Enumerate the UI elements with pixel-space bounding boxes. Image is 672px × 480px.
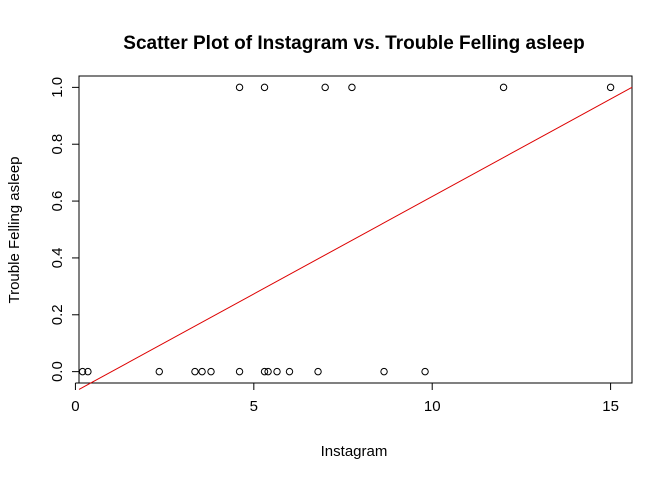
data-point	[191, 367, 199, 376]
data-point	[606, 83, 615, 92]
x-axis-label: Instagram	[321, 443, 388, 460]
data-point	[380, 367, 388, 376]
data-point	[155, 367, 163, 376]
y-tick-label: 1.0	[49, 77, 66, 98]
y-tick-label: 0.2	[49, 304, 66, 325]
data-point	[273, 367, 281, 376]
y-axis: 0.0 0.2 0.4 0.6 0.8 1.0	[49, 77, 80, 382]
data-point	[260, 83, 269, 92]
data-point	[235, 367, 244, 376]
plot-area	[78, 75, 633, 384]
data-point	[321, 83, 329, 92]
data-point	[84, 367, 92, 376]
data-point	[285, 367, 294, 376]
y-axis-label: Trouble Felling asleep	[6, 156, 23, 303]
data-point	[499, 83, 508, 92]
data-point	[264, 367, 272, 376]
y-tick-label: 0.8	[49, 134, 66, 155]
data-point	[207, 367, 215, 376]
x-tick-label: 0	[71, 398, 79, 415]
data-point	[78, 367, 87, 376]
y-tick-label: 0.0	[49, 361, 66, 382]
regression-line	[78, 86, 633, 390]
x-tick-label: 5	[250, 398, 258, 415]
data-point	[235, 83, 244, 92]
data-point	[314, 367, 322, 376]
data-points	[78, 83, 615, 376]
y-tick-label: 0.6	[49, 191, 66, 212]
data-point	[198, 367, 206, 376]
y-tick-label: 0.4	[49, 247, 66, 268]
regression-line-group	[78, 86, 633, 390]
x-axis: 0 5 10 15	[71, 382, 619, 415]
x-tick-label: 10	[424, 398, 441, 415]
chart-title: Scatter Plot of Instagram vs. Trouble Fe…	[123, 33, 584, 54]
data-point	[348, 83, 356, 92]
x-tick-label: 15	[602, 398, 619, 415]
data-point	[421, 367, 429, 376]
data-point	[260, 367, 269, 376]
